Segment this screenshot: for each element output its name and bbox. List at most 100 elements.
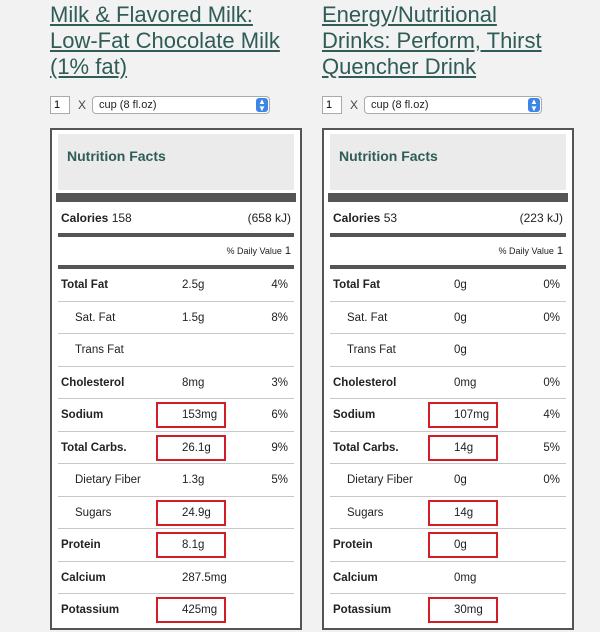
title-line: (1% fat) bbox=[50, 54, 128, 79]
times-label: X bbox=[350, 98, 359, 112]
nutrient-daily-percent: 8% bbox=[271, 311, 288, 324]
nutrient-label: Cholesterol bbox=[333, 376, 397, 389]
nutrient-row: Sat. Fat 1.5g 8% bbox=[58, 302, 294, 334]
nutrient-row: Sodium 153mg 6% bbox=[58, 399, 294, 432]
daily-value-header: % Daily Value 1 bbox=[58, 237, 294, 269]
nutrient-amount: 287.5mg bbox=[182, 571, 227, 584]
nutrient-row: Trans Fat bbox=[58, 334, 294, 367]
nutrient-amount: 1.3g bbox=[182, 474, 205, 486]
quantity-input[interactable] bbox=[322, 96, 342, 114]
nutrient-amount: 107mg bbox=[454, 409, 490, 421]
nutrient-label: Cholesterol bbox=[61, 376, 125, 389]
nutrition-facts-title: Nutrition Facts bbox=[330, 134, 566, 190]
nutrient-daily-percent: 0% bbox=[543, 279, 560, 291]
nutrient-row: Protein 8.1g bbox=[58, 529, 294, 562]
nutrient-amount: 0mg bbox=[454, 571, 477, 584]
nutrient-label: Total Carbs. bbox=[333, 441, 399, 454]
nutrient-row: Total Fat 2.5g 4% bbox=[58, 269, 294, 302]
calories-row: Calories 53 (223 kJ) bbox=[330, 202, 566, 237]
nutrient-label: Protein bbox=[61, 539, 101, 551]
nutrient-daily-percent: 0% bbox=[543, 311, 560, 324]
calories-value: 158 bbox=[111, 210, 132, 225]
nutrient-label: Trans Fat bbox=[75, 344, 124, 356]
times-label: X bbox=[78, 98, 87, 112]
divider bbox=[56, 193, 296, 202]
nutrient-label: Potassium bbox=[333, 604, 392, 616]
nutrient-label: Dietary Fiber bbox=[75, 474, 141, 486]
nutrient-row: Sodium 107mg 4% bbox=[330, 399, 566, 432]
nutrient-amount: 8.1g bbox=[182, 539, 205, 551]
nutrient-row: Dietary Fiber 0g 0% bbox=[330, 464, 566, 497]
highlight-box bbox=[156, 499, 226, 526]
serving-size-value: cup (8 fl.oz) bbox=[99, 99, 157, 111]
nutrient-label: Total Carbs. bbox=[61, 441, 127, 454]
nutrient-row: Cholesterol 8mg 3% bbox=[58, 367, 294, 399]
nutrient-row: Calcium 287.5mg bbox=[58, 562, 294, 594]
nutrient-label: Dietary Fiber bbox=[347, 474, 413, 486]
nutrient-daily-percent: 4% bbox=[271, 279, 288, 291]
nutrient-amount: 24.9g bbox=[182, 506, 211, 519]
highlight-box bbox=[428, 597, 498, 623]
serving-size-select[interactable]: cup (8 fl.oz) ▲ ▼ bbox=[364, 96, 543, 114]
highlight-box bbox=[428, 402, 498, 428]
nutrient-daily-percent: 5% bbox=[271, 474, 288, 486]
highlight-box bbox=[156, 597, 226, 623]
nutrient-label: Protein bbox=[333, 539, 373, 551]
nutrient-row: Total Carbs. 14g 5% bbox=[330, 432, 566, 464]
nutrient-row: Cholesterol 0mg 0% bbox=[330, 367, 566, 399]
nutrient-daily-percent: 4% bbox=[543, 409, 560, 421]
serving-size-select[interactable]: cup (8 fl.oz) ▲ ▼ bbox=[92, 96, 271, 114]
nutrient-amount: 26.1g bbox=[182, 441, 211, 454]
nutrient-daily-percent: 0% bbox=[543, 474, 560, 486]
product-column-2: Energy/Nutritional Drinks: Perform, Thir… bbox=[322, 0, 584, 630]
highlight-box bbox=[156, 532, 226, 558]
nutrient-label: Total Fat bbox=[61, 279, 109, 291]
serving-controls: X cup (8 fl.oz) ▲▼ bbox=[322, 96, 543, 114]
title-line: Quencher Drink bbox=[322, 54, 477, 79]
nutrient-amount: 153mg bbox=[182, 409, 218, 421]
nutrient-daily-percent: 3% bbox=[271, 376, 288, 389]
title-line: Milk & Flavored Milk: bbox=[50, 2, 253, 27]
nutrient-label: Potassium bbox=[61, 604, 120, 616]
daily-value-label: % Daily Value bbox=[498, 246, 554, 256]
nutrient-row: Trans Fat 0g bbox=[330, 334, 566, 367]
nutrient-row: Potassium 30mg bbox=[330, 594, 566, 627]
nutrient-label: Total Fat bbox=[333, 279, 381, 291]
nutrient-label: Sugars bbox=[75, 506, 112, 519]
nutrient-row: Total Carbs. 26.1g 9% bbox=[58, 432, 294, 464]
daily-value-footnote-link[interactable]: 1 bbox=[284, 245, 291, 257]
nutrient-label: Sat. Fat bbox=[347, 311, 388, 324]
daily-value-footnote-link[interactable]: 1 bbox=[556, 245, 563, 257]
nutrient-label: Sodium bbox=[61, 409, 104, 421]
calories-label: Calories bbox=[333, 210, 381, 225]
nutrient-amount: 0g bbox=[454, 344, 467, 356]
title-line: Energy/Nutritional bbox=[322, 2, 497, 27]
nutrient-row: Sat. Fat 0g 0% bbox=[330, 302, 566, 334]
quantity-input[interactable] bbox=[50, 96, 70, 114]
highlight-box bbox=[156, 434, 226, 461]
highlight-box bbox=[428, 434, 498, 461]
daily-value-header: % Daily Value 1 bbox=[330, 237, 566, 269]
nutrient-row: Protein 0g bbox=[330, 529, 566, 562]
nutrient-daily-percent: 6% bbox=[271, 409, 288, 421]
nutrient-amount: 0mg bbox=[454, 376, 477, 389]
nutrient-daily-percent: 5% bbox=[543, 441, 560, 454]
daily-value-label: % Daily Value bbox=[226, 246, 282, 256]
nutrient-row: Sugars 24.9g bbox=[58, 497, 294, 529]
nutrient-label: Calcium bbox=[61, 571, 106, 584]
product-column-1: Milk & Flavored Milk: Low-Fat Chocolate … bbox=[50, 0, 312, 630]
nutrient-amount: 0g bbox=[454, 279, 467, 291]
nutrient-amount: 2.5g bbox=[182, 279, 205, 291]
product-title-link[interactable]: Milk & Flavored Milk: Low-Fat Chocolate … bbox=[50, 2, 312, 82]
serving-controls: X cup (8 fl.oz) ▲▼ bbox=[50, 96, 271, 114]
nutrient-rows: Total Fat 2.5g 4% Sat. Fat 1.5g 8% Trans Fat Ch… bbox=[52, 269, 300, 627]
nutrient-row: Potassium 425mg bbox=[58, 594, 294, 627]
product-title-link[interactable]: Energy/Nutritional Drinks: Perform, Thir… bbox=[322, 2, 584, 82]
nutrient-amount: 1.5g bbox=[182, 311, 205, 324]
nutrient-amount: 425mg bbox=[182, 604, 218, 616]
nutrient-amount: 0g bbox=[454, 474, 467, 486]
highlight-box bbox=[156, 402, 226, 428]
divider bbox=[328, 193, 568, 202]
nutrition-panel: Nutrition Facts Calories 53 (223 kJ) % D… bbox=[322, 128, 574, 630]
nutrient-amount: 8mg bbox=[182, 376, 205, 389]
